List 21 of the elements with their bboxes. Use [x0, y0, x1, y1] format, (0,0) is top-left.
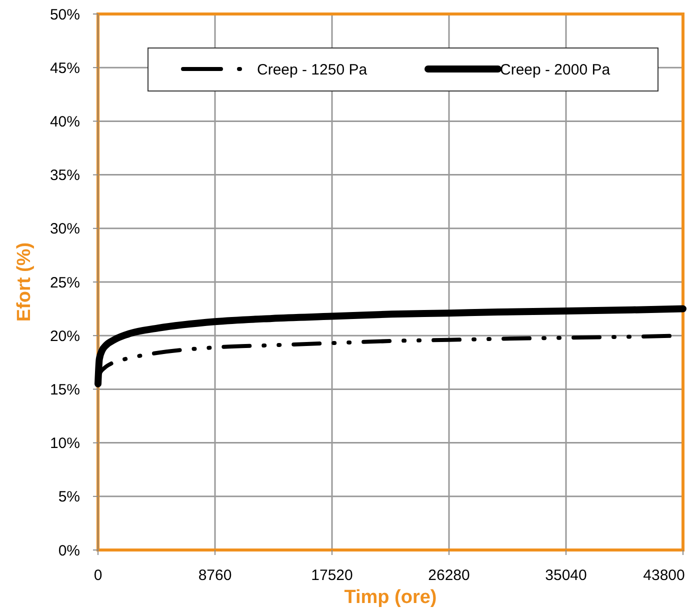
y-tick-label: 10%: [50, 435, 80, 452]
y-tick-label: 40%: [50, 113, 80, 130]
x-tick-label: 8760: [198, 567, 232, 584]
x-axis-title: Timp (ore): [344, 587, 437, 608]
x-tick-label: 35040: [545, 567, 587, 584]
y-tick-label: 20%: [50, 328, 80, 345]
y-tick-label: 45%: [50, 60, 80, 77]
y-axis-title: Efort (%): [14, 242, 35, 322]
x-tick-label: 17520: [311, 567, 353, 584]
y-tick-label: 0%: [58, 542, 80, 560]
x-tick-label: 43800: [643, 567, 685, 584]
y-tick-label: 5%: [58, 488, 80, 506]
y-tick-label: 30%: [50, 220, 80, 238]
legend-label: Creep - 1250 Pa: [257, 61, 368, 78]
x-tick-label: 0: [94, 567, 102, 584]
y-tick-label: 25%: [50, 274, 80, 292]
x-tick-label: 26280: [428, 567, 470, 584]
legend-label: Creep - 2000 Pa: [500, 61, 611, 78]
y-tick-label: 35%: [50, 167, 80, 184]
y-tick-label: 15%: [50, 381, 80, 398]
y-tick-label: 50%: [50, 6, 80, 24]
